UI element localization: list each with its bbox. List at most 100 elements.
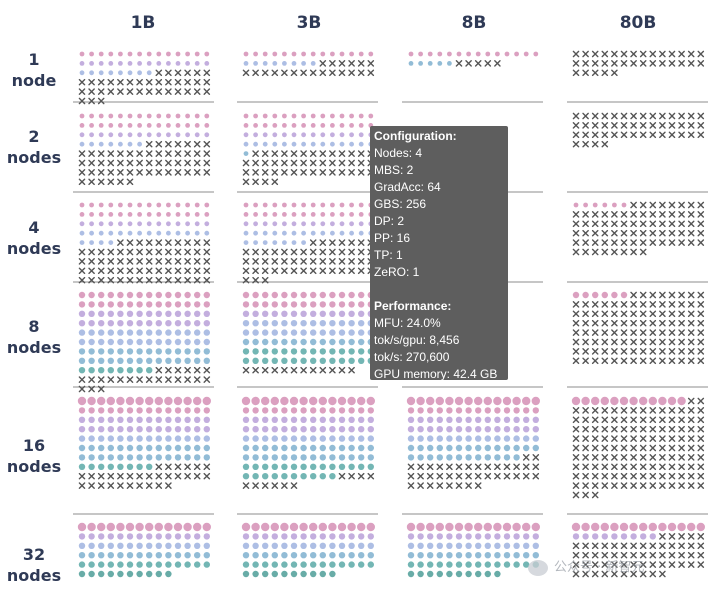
config-dot[interactable]: [366, 396, 375, 406]
oom-cross[interactable]: [668, 425, 676, 433]
oom-cross[interactable]: [117, 150, 124, 157]
oom-cross[interactable]: [436, 463, 444, 471]
config-dot[interactable]: [145, 396, 154, 406]
oom-cross[interactable]: [659, 329, 666, 336]
config-dot[interactable]: [484, 454, 491, 461]
oom-cross[interactable]: [155, 159, 163, 167]
oom-cross[interactable]: [601, 60, 609, 67]
oom-cross[interactable]: [309, 258, 317, 265]
oom-cross[interactable]: [572, 357, 580, 365]
oom-cross[interactable]: [155, 267, 163, 275]
config-dot[interactable]: [107, 416, 115, 423]
config-dot[interactable]: [165, 407, 172, 414]
config-dot[interactable]: [252, 542, 259, 549]
config-dot[interactable]: [465, 407, 472, 414]
config-dot[interactable]: [166, 202, 171, 208]
config-dot[interactable]: [242, 407, 250, 414]
config-dot[interactable]: [117, 533, 124, 540]
oom-cross[interactable]: [611, 435, 618, 442]
oom-cross[interactable]: [97, 97, 105, 105]
config-dot[interactable]: [464, 396, 473, 406]
config-dot[interactable]: [280, 396, 289, 406]
config-dot[interactable]: [262, 202, 268, 208]
config-dot[interactable]: [252, 435, 259, 442]
config-dot[interactable]: [261, 396, 270, 406]
oom-cross[interactable]: [620, 301, 628, 308]
oom-cross[interactable]: [78, 472, 86, 480]
config-dot[interactable]: [339, 212, 345, 217]
oom-cross[interactable]: [591, 50, 599, 58]
config-dot[interactable]: [88, 320, 95, 327]
config-dot[interactable]: [146, 132, 152, 138]
oom-cross[interactable]: [611, 301, 618, 308]
config-dot[interactable]: [513, 552, 520, 559]
oom-cross[interactable]: [126, 239, 134, 246]
oom-cross[interactable]: [591, 248, 599, 256]
config-dot[interactable]: [184, 552, 191, 559]
config-dot[interactable]: [78, 435, 86, 442]
oom-cross[interactable]: [639, 248, 647, 256]
oom-cross[interactable]: [348, 366, 355, 374]
config-dot[interactable]: [290, 357, 298, 364]
config-dot[interactable]: [154, 522, 163, 532]
config-dot[interactable]: [475, 454, 482, 461]
oom-cross[interactable]: [319, 239, 327, 246]
config-dot[interactable]: [117, 561, 124, 568]
config-dot[interactable]: [253, 51, 258, 57]
oom-cross[interactable]: [678, 472, 685, 480]
config-dot[interactable]: [348, 463, 355, 470]
config-dot[interactable]: [300, 561, 307, 568]
config-dot[interactable]: [183, 396, 192, 406]
oom-cross[interactable]: [136, 482, 143, 489]
config-dot[interactable]: [108, 141, 114, 147]
oom-cross[interactable]: [572, 131, 580, 139]
config-dot[interactable]: [281, 533, 288, 540]
config-dot[interactable]: [146, 338, 153, 346]
config-dot[interactable]: [329, 348, 336, 355]
oom-cross[interactable]: [193, 472, 201, 480]
config-dot[interactable]: [281, 416, 288, 423]
oom-cross[interactable]: [319, 366, 327, 374]
config-dot[interactable]: [98, 570, 105, 578]
config-dot[interactable]: [194, 51, 200, 57]
oom-cross[interactable]: [582, 319, 589, 327]
config-dot[interactable]: [194, 202, 200, 208]
config-dot[interactable]: [155, 561, 162, 568]
oom-cross[interactable]: [678, 201, 685, 209]
config-dot[interactable]: [262, 320, 269, 327]
oom-cross[interactable]: [572, 491, 580, 499]
config-dot[interactable]: [310, 463, 317, 470]
config-dot[interactable]: [349, 113, 354, 119]
config-dot[interactable]: [98, 463, 105, 470]
config-dot[interactable]: [290, 454, 298, 461]
config-dot[interactable]: [107, 320, 115, 327]
config-dot[interactable]: [319, 407, 326, 414]
config-dot[interactable]: [465, 561, 472, 568]
oom-cross[interactable]: [348, 150, 355, 157]
oom-cross[interactable]: [290, 258, 298, 265]
oom-cross[interactable]: [126, 150, 134, 157]
config-dot[interactable]: [117, 367, 124, 374]
config-dot[interactable]: [165, 552, 172, 559]
config-dot[interactable]: [116, 522, 125, 532]
config-dot[interactable]: [281, 444, 288, 452]
config-dot[interactable]: [203, 542, 210, 549]
config-dot[interactable]: [98, 212, 104, 217]
oom-cross[interactable]: [582, 220, 589, 228]
config-dot[interactable]: [184, 291, 191, 299]
oom-cross[interactable]: [582, 211, 589, 218]
oom-cross[interactable]: [630, 329, 637, 336]
config-dot[interactable]: [358, 338, 365, 346]
config-dot[interactable]: [174, 291, 182, 299]
oom-cross[interactable]: [639, 542, 647, 550]
oom-cross[interactable]: [329, 267, 336, 275]
config-dot[interactable]: [581, 396, 590, 406]
oom-cross[interactable]: [582, 570, 589, 578]
oom-cross[interactable]: [572, 444, 580, 452]
oom-cross[interactable]: [357, 239, 365, 246]
oom-cross[interactable]: [582, 482, 589, 489]
config-dot[interactable]: [282, 212, 287, 217]
config-dot[interactable]: [300, 473, 307, 480]
config-dot[interactable]: [155, 533, 162, 540]
config-dot[interactable]: [522, 396, 531, 406]
